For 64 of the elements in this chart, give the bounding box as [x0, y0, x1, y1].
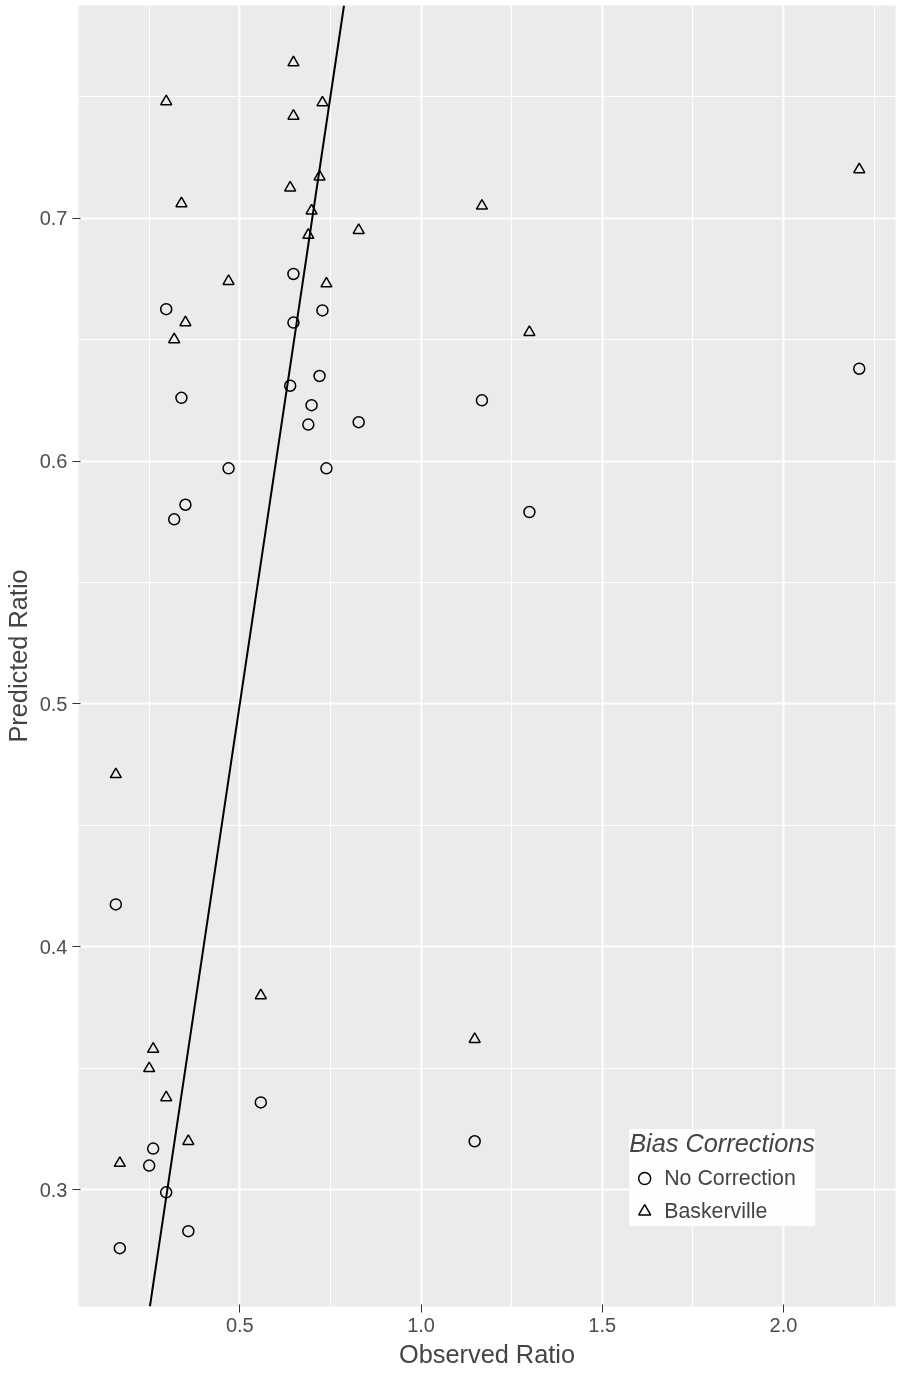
point: [316, 95, 329, 107]
point: [113, 1241, 127, 1255]
point: [175, 196, 188, 208]
point: [287, 55, 300, 67]
point: [254, 1096, 268, 1109]
y-tick-label: 0.4: [39, 935, 68, 958]
x-tick-label: 0.5: [225, 1313, 254, 1336]
point: [313, 369, 326, 383]
point: [523, 505, 536, 519]
point: [159, 302, 173, 316]
point: [313, 169, 326, 181]
point: [167, 332, 181, 344]
x-tick-label: 1.5: [588, 1313, 617, 1336]
point: [287, 108, 300, 120]
point: [159, 1090, 173, 1102]
point: [475, 198, 489, 210]
point: [222, 274, 235, 286]
point: [113, 1156, 127, 1168]
point: [109, 767, 123, 779]
point: [146, 1142, 160, 1155]
point: [316, 304, 329, 317]
point: [159, 1186, 173, 1199]
x-axis-title: Observed Ratio: [399, 1339, 575, 1368]
point: [283, 379, 297, 392]
point: [287, 316, 300, 329]
point: [352, 415, 365, 429]
point: [287, 267, 300, 281]
y-tick-label: 0.5: [39, 692, 68, 715]
point: [175, 391, 188, 405]
point: [283, 180, 297, 192]
point: [475, 394, 489, 407]
point: [853, 162, 866, 174]
point: [146, 1041, 160, 1053]
point: [468, 1032, 481, 1044]
point: [302, 227, 315, 240]
point: [305, 398, 318, 412]
point: [523, 325, 536, 337]
point: [142, 1061, 156, 1073]
point: [352, 223, 365, 235]
point: [853, 362, 866, 375]
point: [222, 462, 235, 475]
point: [302, 418, 315, 431]
y-tick-label: 0.7: [39, 207, 68, 230]
point: [468, 1135, 481, 1148]
point: [254, 988, 268, 1000]
point: [142, 1159, 156, 1172]
legend-title: Bias Corrections: [629, 1129, 815, 1158]
y-axis-title: Predicted Ratio: [3, 569, 32, 743]
point: [305, 203, 318, 215]
point: [159, 94, 173, 106]
point: [182, 1134, 195, 1146]
point: [167, 513, 181, 526]
legend-label: No Correction: [664, 1165, 796, 1191]
point: [179, 498, 192, 511]
y-tick-label: 0.3: [39, 1178, 68, 1201]
point: [179, 315, 192, 327]
point: [320, 462, 333, 475]
legend-label: Baskerville: [664, 1198, 768, 1224]
point: [182, 1224, 195, 1238]
point: [109, 898, 123, 911]
x-tick-label: 2.0: [769, 1313, 798, 1336]
x-tick-label: 1.0: [407, 1313, 435, 1336]
y-tick-label: 0.6: [39, 450, 68, 473]
point: [320, 276, 333, 288]
